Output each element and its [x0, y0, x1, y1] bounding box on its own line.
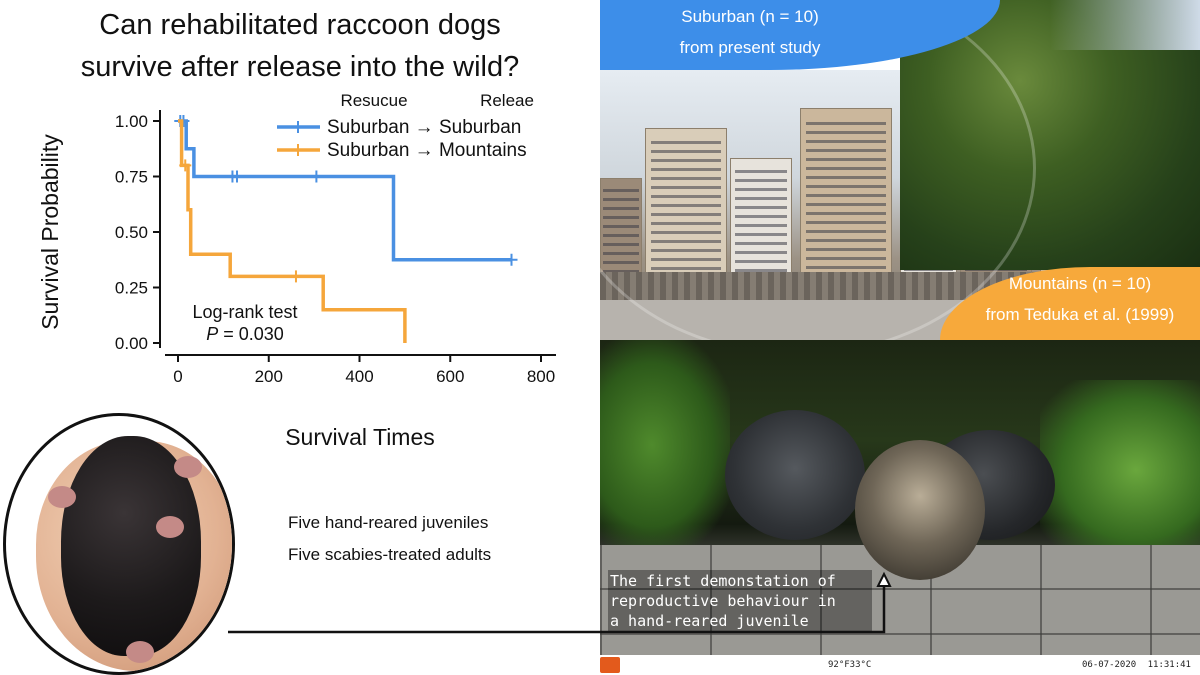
- annotation-test-name: Log-rank test: [192, 302, 297, 322]
- x-axis-label: Survival Times: [285, 424, 435, 450]
- raccoon-dog-adult: [855, 440, 985, 580]
- y-tick-label: 1.00: [115, 112, 148, 131]
- x-tick-label: 0: [173, 367, 182, 386]
- hand-reared-pup-photo: [3, 413, 235, 675]
- juveniles-label: Five hand-reared juveniles: [288, 513, 489, 532]
- title-line-2: survive after release into the wild?: [80, 51, 520, 83]
- camera-caption: The first demonstation of reproductive b…: [608, 570, 872, 632]
- mountains-banner: Mountains (n = 10) from Teduka et al. (1…: [940, 267, 1200, 340]
- legend-header-rescue: Resucue: [340, 91, 407, 110]
- camera-trap-photo: [600, 340, 1200, 675]
- x-tick-label: 200: [255, 367, 283, 386]
- x-tick-label: 600: [436, 367, 464, 386]
- suburban-banner-line-2: from present study: [679, 38, 821, 57]
- y-tick-label: 0.25: [115, 279, 148, 298]
- figure-title: Can rehabilitated raccoon dogs survive a…: [20, 4, 580, 88]
- legend-entry-2: Suburban → Mountains: [327, 140, 527, 161]
- foliage-right: [1040, 380, 1200, 560]
- y-axis-label: Survival Probability: [37, 134, 63, 330]
- y-tick-label: 0.00: [115, 334, 148, 353]
- survival-chart: 0.00 0.25 0.50 0.75 1.00 0 200 400 600 800 Surviva…: [37, 91, 556, 450]
- x-tick-label: 800: [527, 367, 555, 386]
- mountains-banner-line-2: from Teduka et al. (1999): [985, 305, 1175, 324]
- camera-logo-icon: [600, 657, 620, 673]
- adults-label: Five scabies-treated adults: [288, 545, 492, 564]
- series-line-1: [178, 119, 512, 262]
- camera-timestamp: 06-07-2020 11:31:41: [1082, 660, 1191, 670]
- camera-info-bar: [600, 655, 1200, 675]
- y-tick-label: 0.75: [115, 168, 148, 187]
- annotation-p-value: P = 0.030: [206, 324, 284, 344]
- x-tick-label: 400: [345, 367, 373, 386]
- y-tick-label: 0.50: [115, 223, 148, 242]
- suburban-banner-line-1: Suburban (n = 10): [681, 7, 819, 26]
- legend-entry-1: Suburban → Suburban: [327, 117, 521, 138]
- mountains-banner-line-1: Mountains (n = 10): [1008, 274, 1152, 293]
- title-line-1: Can rehabilitated raccoon dogs: [99, 9, 501, 41]
- legend-header-release: Releae: [480, 91, 534, 110]
- camera-temperature: 92°F33°C: [828, 660, 872, 670]
- raccoon-dog-juvenile: [725, 410, 865, 540]
- foliage-left: [600, 340, 730, 550]
